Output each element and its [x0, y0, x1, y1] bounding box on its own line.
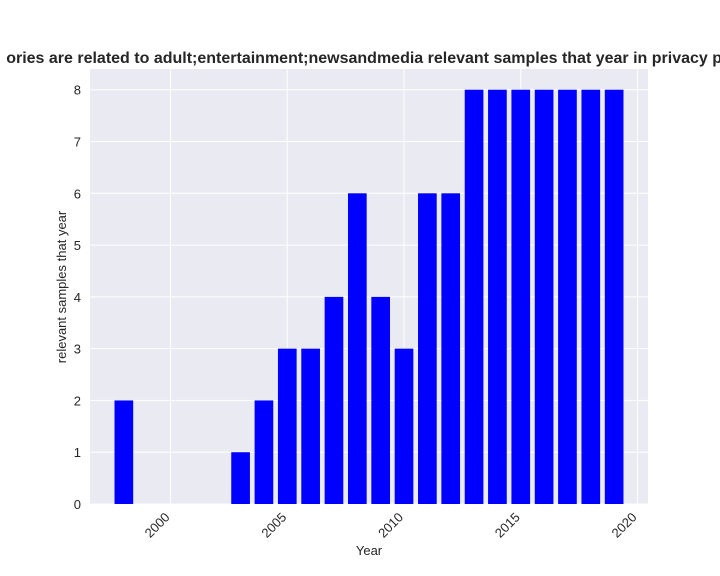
y-tick-label: 1 — [74, 445, 81, 460]
y-tick-label: 3 — [74, 342, 81, 357]
chart-title: ories are related to adult;entertainment… — [6, 50, 720, 67]
bar — [347, 193, 367, 505]
x-tick-label: 2005 — [258, 510, 289, 541]
bar — [254, 400, 274, 504]
y-tick-label: 5 — [74, 238, 81, 253]
x-axis-ticks: 2000 2005 2010 2015 2020 — [142, 510, 640, 541]
bars — [114, 89, 624, 505]
bar — [324, 296, 344, 504]
bar — [371, 296, 391, 504]
bar — [604, 89, 624, 504]
x-tick-label: 2010 — [375, 510, 406, 541]
bar — [114, 400, 134, 504]
bar — [464, 89, 484, 504]
y-axis-label: relevant samples that year — [54, 210, 69, 363]
y-tick-label: 2 — [74, 393, 81, 408]
bar — [277, 348, 297, 504]
bar — [301, 348, 320, 504]
x-tick-label: 2000 — [142, 510, 173, 541]
bar — [394, 348, 414, 504]
y-tick-label: 0 — [74, 497, 81, 512]
bar — [441, 193, 461, 505]
bar — [511, 89, 531, 504]
bar — [488, 89, 507, 504]
y-tick-label: 7 — [74, 135, 81, 150]
y-tick-label: 6 — [74, 186, 81, 201]
x-tick-label: 2015 — [492, 510, 523, 541]
x-tick-label: 2020 — [609, 510, 640, 541]
y-tick-label: 8 — [74, 83, 81, 98]
bar — [418, 193, 437, 505]
bar — [558, 89, 577, 504]
bar — [534, 89, 554, 504]
bar — [581, 89, 601, 504]
x-axis-label: Year — [356, 543, 383, 558]
bar — [231, 452, 250, 504]
y-axis-ticks: 0 1 2 3 4 5 6 7 8 — [74, 83, 81, 512]
y-tick-label: 4 — [74, 290, 81, 305]
